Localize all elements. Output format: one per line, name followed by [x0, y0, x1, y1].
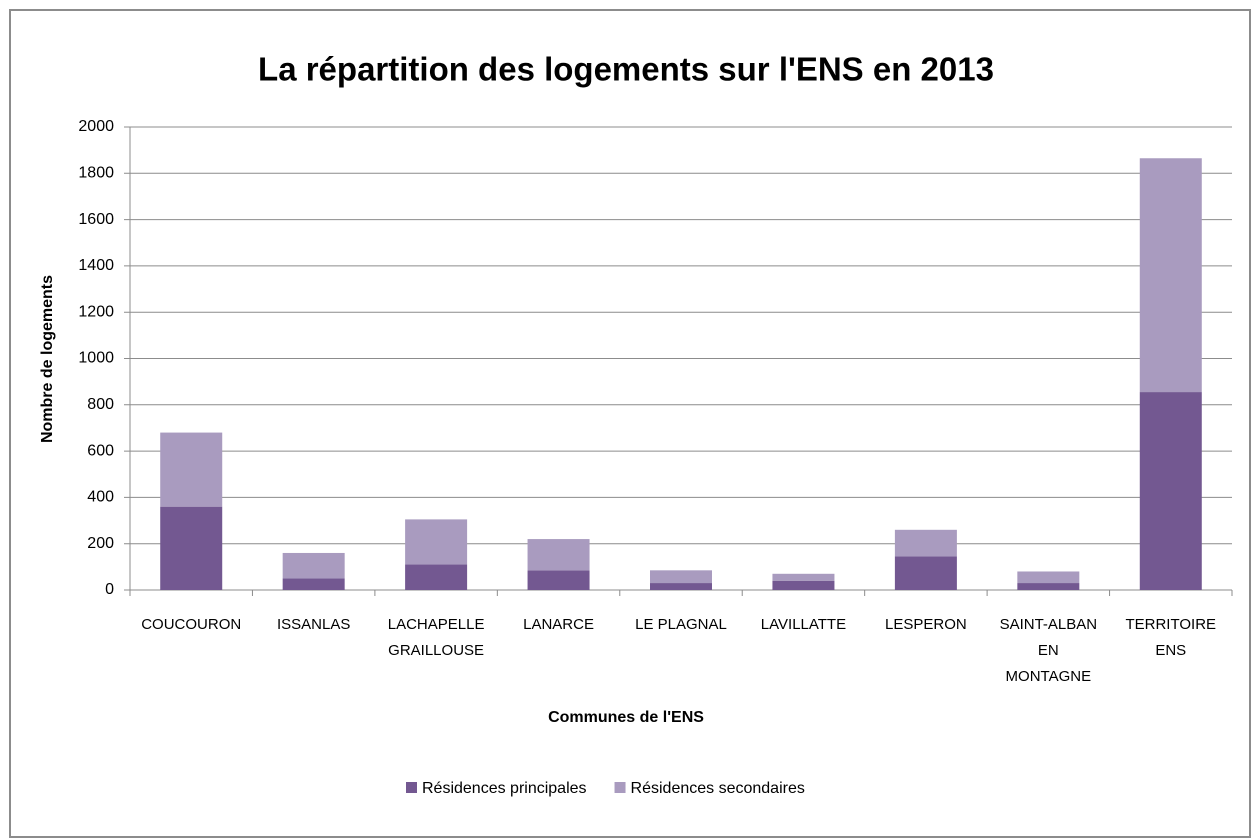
bar-segment	[160, 506, 223, 590]
x-tick-label: TERRITOIRE ENS	[1125, 616, 1217, 659]
bar-segment	[772, 573, 835, 581]
y-tick-label: 0	[105, 581, 114, 598]
y-tick-label: 2000	[78, 118, 114, 135]
x-tick-label: LACHAPELLE GRAILLOUSE	[387, 616, 485, 659]
x-tick-label: COUCOURON	[141, 616, 242, 633]
x-axis-title: Communes de l'ENS	[548, 709, 704, 726]
y-axis-title: Nombre de logements	[39, 275, 56, 443]
x-tick-label: LANARCE	[523, 616, 594, 633]
chart-title: La répartition des logements sur l'ENS e…	[258, 51, 994, 88]
x-tick-label: LAVILLATTE	[760, 616, 847, 633]
bar-segment	[527, 539, 590, 571]
bar-segment	[160, 432, 223, 507]
bar-segment	[772, 580, 835, 590]
bar-segment	[405, 519, 468, 565]
legend-swatch	[614, 782, 626, 793]
bar-segment	[650, 583, 712, 590]
y-tick-label: 1800	[78, 165, 114, 182]
x-tick-label: LESPERON	[885, 616, 967, 633]
bar-segment	[1017, 583, 1080, 590]
bar-segment	[405, 564, 468, 590]
y-tick-label: 1000	[78, 350, 114, 367]
y-tick-label: 1400	[78, 257, 114, 274]
y-tick-label: 1200	[78, 303, 114, 320]
bar-segment	[894, 556, 957, 590]
chart-frame	[9, 9, 1251, 838]
bar-segment	[1139, 158, 1202, 393]
x-tick-label: SAINT-ALBAN EN MONTAGNE	[999, 616, 1098, 685]
legend-label: Résidences principales	[422, 780, 587, 797]
y-tick-label: 1600	[78, 211, 114, 228]
y-tick-label: 400	[87, 489, 114, 506]
bar-segment	[282, 578, 345, 590]
bar-segment	[282, 552, 345, 579]
bar-segment	[1139, 392, 1202, 590]
bar-segment	[894, 529, 957, 557]
x-tick-label: ISSANLAS	[276, 616, 351, 633]
y-tick-label: 200	[87, 535, 114, 552]
y-tick-label: 800	[87, 396, 114, 413]
legend-swatch	[406, 782, 417, 793]
x-tick-label: LE PLAGNAL	[635, 616, 727, 633]
bar-segment	[650, 570, 712, 584]
legend-label: Résidences secondaires	[631, 780, 805, 797]
bar-segment	[1017, 571, 1080, 584]
bar-segment	[527, 570, 590, 590]
y-tick-label: 600	[87, 442, 114, 459]
